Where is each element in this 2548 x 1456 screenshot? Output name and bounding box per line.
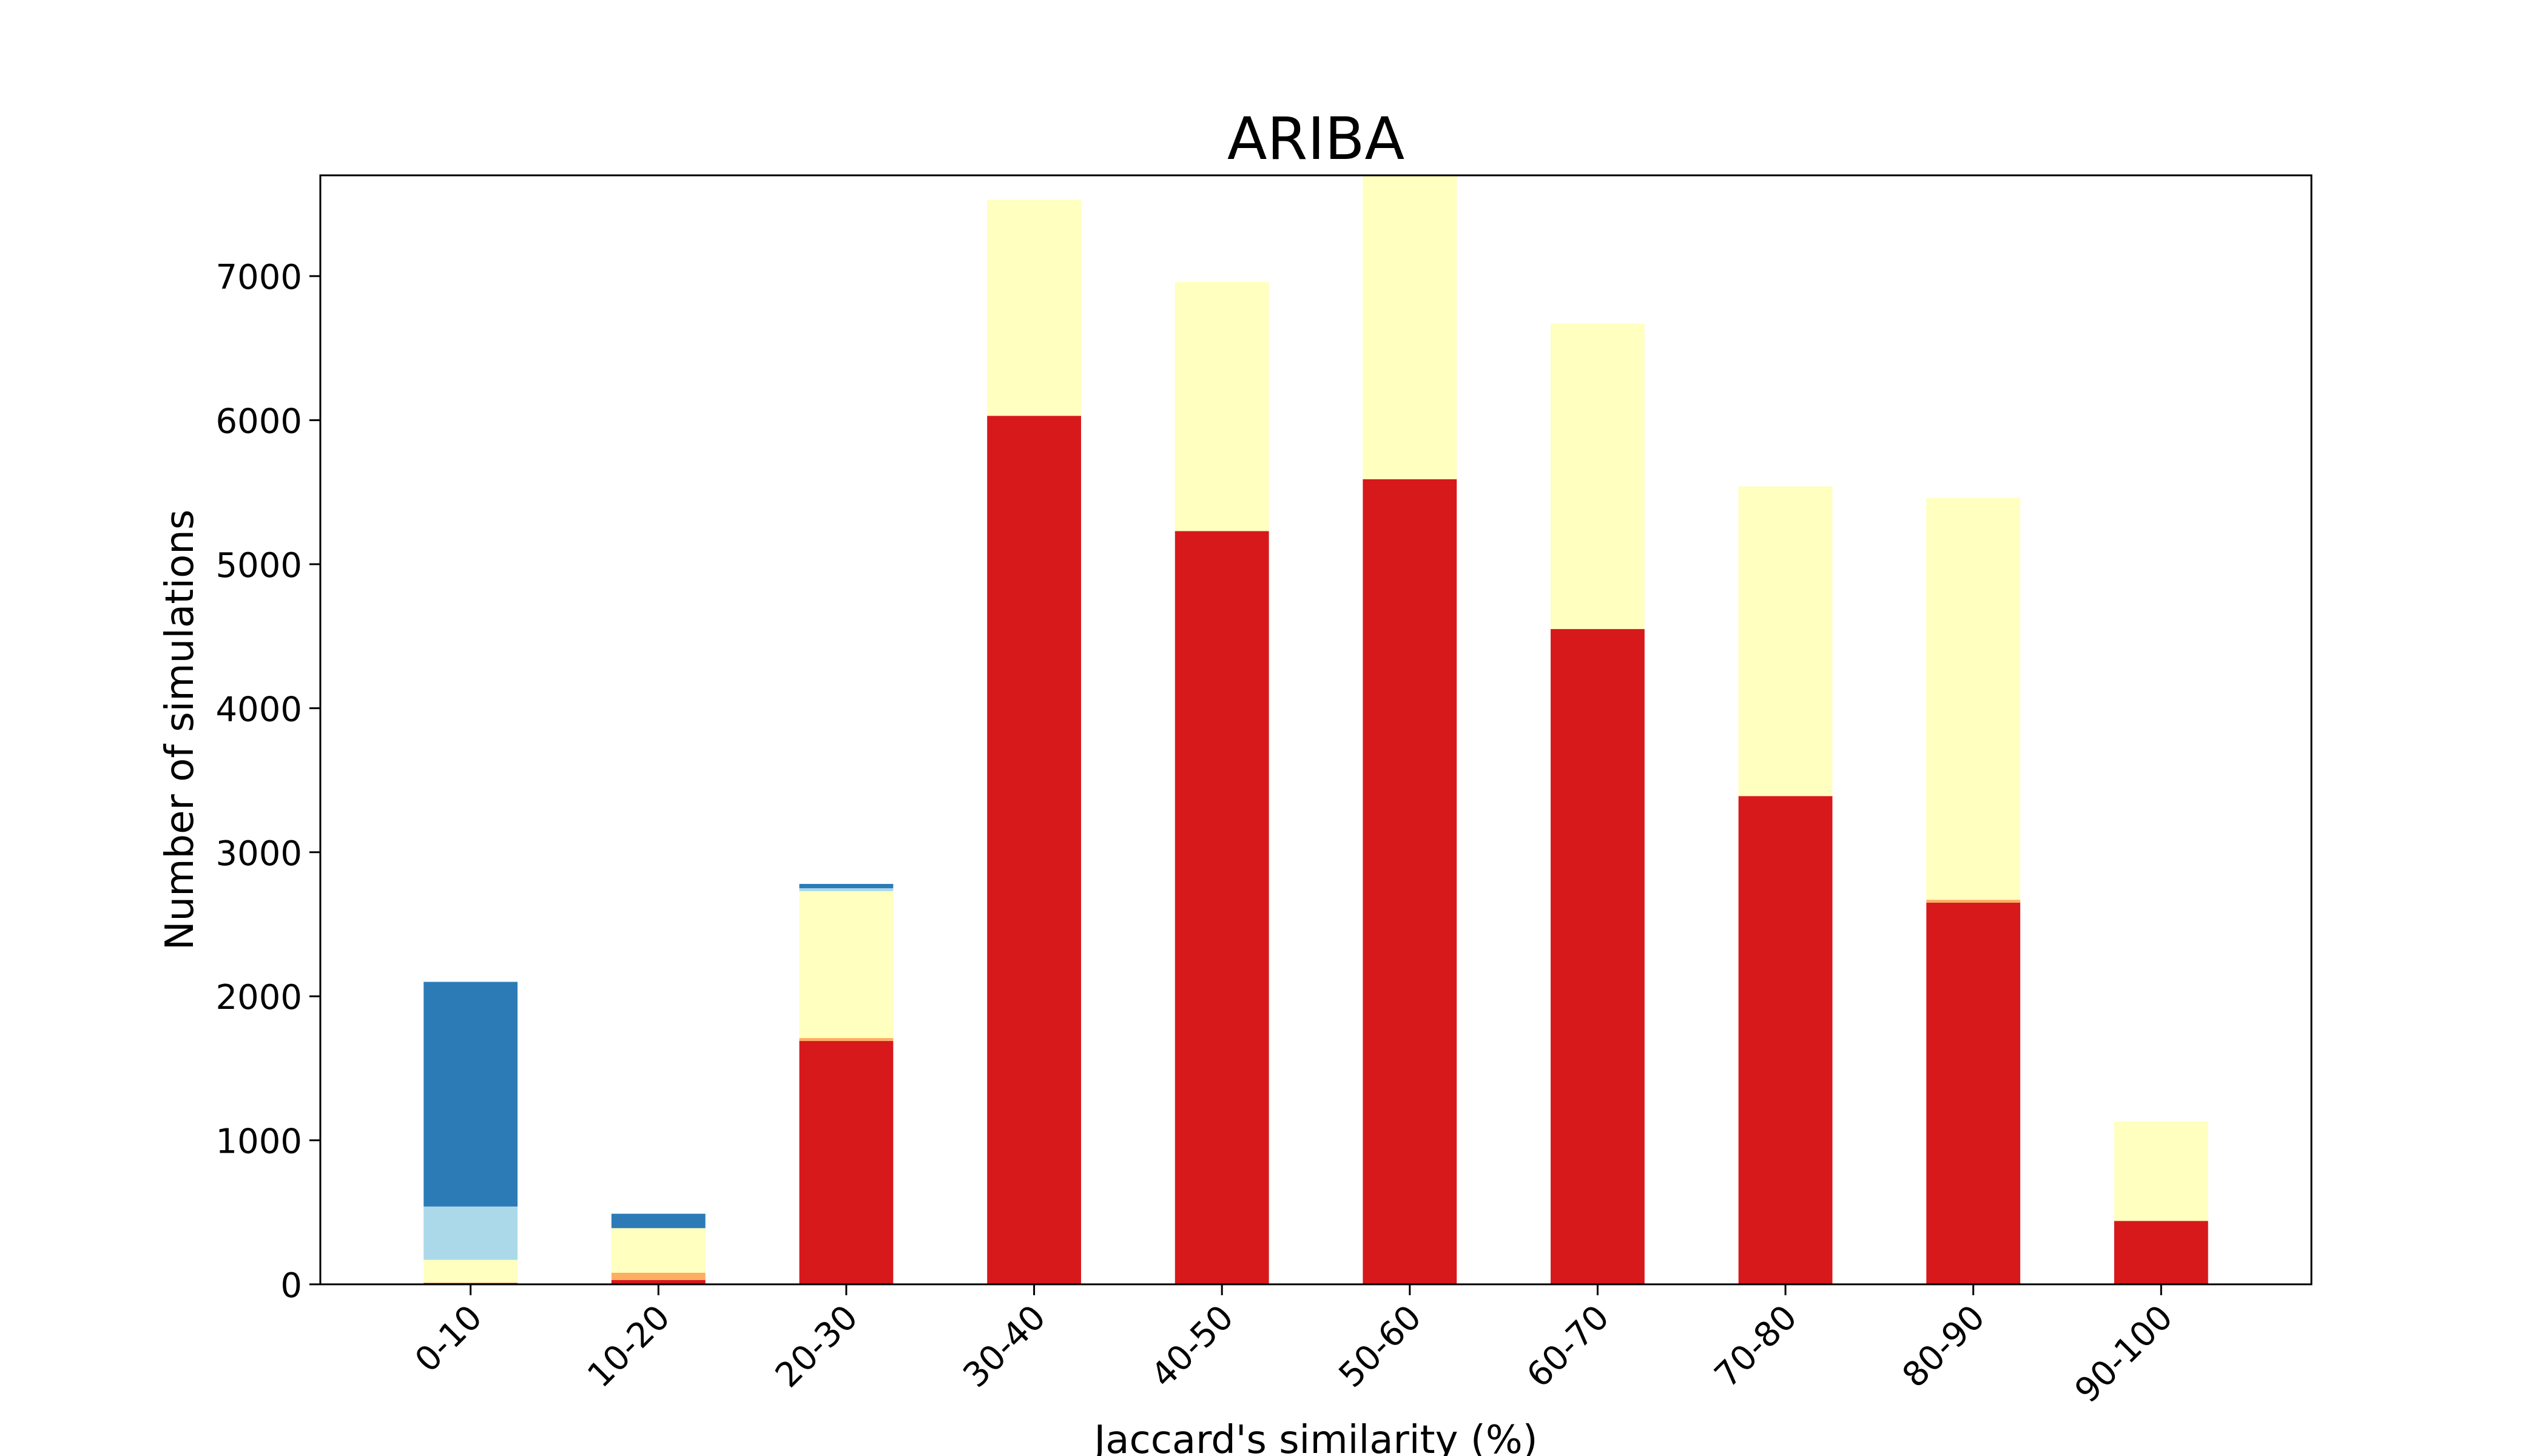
- bar-segment-10-20-s1: [611, 1273, 706, 1280]
- bar-segment-10-20-s4: [611, 1213, 706, 1228]
- bar-segment-20-30-s2: [799, 891, 894, 1039]
- bar-segment-0-10-s3: [423, 1206, 518, 1260]
- y-tick-label: 1000: [215, 1122, 302, 1162]
- bar-segment-60-70-s2: [1551, 323, 1645, 629]
- y-tick-label: 3000: [215, 834, 302, 874]
- x-tick-label: 90-100: [2068, 1298, 2180, 1410]
- chart-title: ARIBA: [1227, 105, 1404, 173]
- y-axis-label: Number of simulations: [158, 510, 203, 950]
- bar-segment-20-30-s4: [799, 884, 894, 889]
- x-axis-label: Jaccard's similarity (%): [1091, 1418, 1537, 1456]
- bar-segment-80-90-s1: [1926, 900, 2021, 903]
- x-tick-label: 60-70: [1519, 1298, 1617, 1395]
- bar-segment-50-60-s0: [1363, 479, 1457, 1285]
- bars-group: [423, 175, 2208, 1285]
- bar-segment-30-40-s2: [987, 200, 1081, 416]
- x-tick-label: 20-30: [768, 1298, 866, 1395]
- bar-segment-10-20-s2: [611, 1228, 706, 1273]
- bar-segment-90-100-s2: [2114, 1121, 2208, 1221]
- bar-segment-20-30-s0: [799, 1040, 894, 1284]
- x-tick-label: 10-20: [580, 1298, 678, 1395]
- x-tick-label: 80-90: [1895, 1298, 1993, 1395]
- y-tick-label: 6000: [215, 402, 302, 442]
- bar-segment-80-90-s0: [1926, 902, 2021, 1284]
- x-tick-label: 30-40: [956, 1298, 1053, 1395]
- bar-segment-0-10-s2: [423, 1259, 518, 1283]
- y-tick-label: 5000: [215, 546, 302, 585]
- bar-segment-80-90-s2: [1926, 497, 2021, 900]
- y-tick-label: 0: [280, 1266, 302, 1306]
- plot-area-frame: [319, 174, 2313, 1286]
- bar-segment-90-100-s0: [2114, 1221, 2208, 1284]
- bar-segment-70-80-s2: [1738, 486, 1833, 797]
- x-tick-label: 0-10: [408, 1298, 490, 1380]
- y-tick-label: 7000: [215, 258, 302, 297]
- bar-segment-30-40-s0: [987, 416, 1081, 1284]
- bar-segment-50-60-s2: [1363, 175, 1457, 479]
- bar-segment-40-50-s0: [1175, 531, 1269, 1284]
- bar-segment-20-30-s3: [799, 888, 894, 891]
- bar-segment-20-30-s1: [799, 1038, 894, 1041]
- bar-segment-0-10-s4: [423, 982, 518, 1207]
- y-tick-label: 2000: [215, 978, 302, 1017]
- bar-segment-40-50-s2: [1175, 281, 1269, 531]
- y-tick-label: 4000: [215, 690, 302, 729]
- bar-segment-60-70-s0: [1551, 629, 1645, 1284]
- x-tick-label: 50-60: [1332, 1298, 1429, 1395]
- x-tick-label: 70-80: [1707, 1298, 1805, 1395]
- x-tick-label: 40-50: [1144, 1298, 1241, 1395]
- bar-segment-70-80-s0: [1738, 796, 1833, 1284]
- bar-segment-10-20-s0: [611, 1279, 706, 1284]
